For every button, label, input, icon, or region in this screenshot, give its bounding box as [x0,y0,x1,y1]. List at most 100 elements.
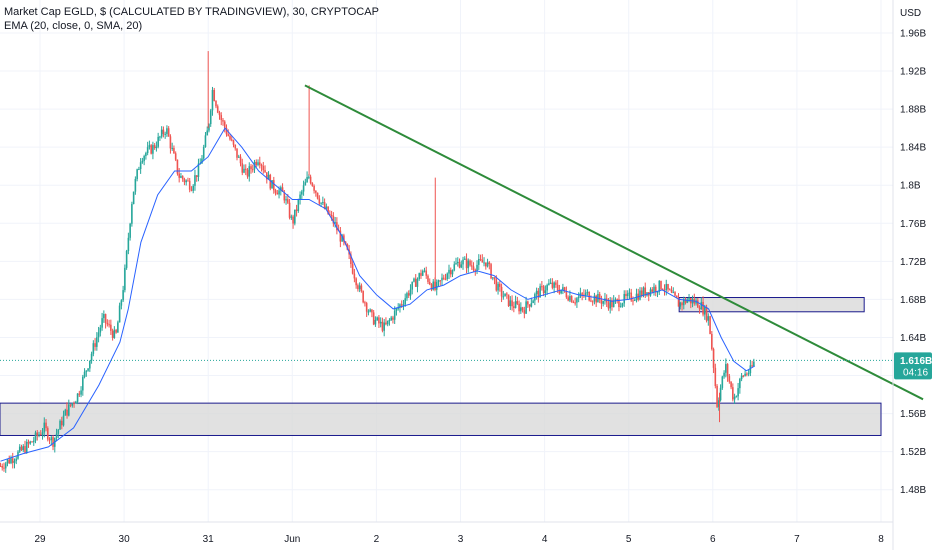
candle-body [612,300,615,308]
candle-body [362,291,364,303]
candle-body [239,156,242,164]
candle-body [173,147,175,154]
candle-body [132,191,135,205]
candle-body [402,304,405,306]
candle-body [390,317,392,321]
candle-body [227,134,230,136]
candle-body [399,304,401,308]
candle-body [325,206,328,209]
candle-body [553,282,555,288]
candle-body [644,287,647,296]
candle-body [339,230,342,242]
candle-body [178,173,180,178]
candle-body [115,329,117,333]
candle-body [155,146,158,149]
candle-body [611,300,613,308]
candle-body [138,169,140,171]
zone-rect [0,402,882,436]
candle-body [202,146,205,159]
candle-body [89,360,91,369]
candle-body [244,168,247,170]
candle-body [705,307,708,321]
candle-body [563,287,566,292]
candle-body [470,265,473,267]
candle-body [670,289,673,293]
candle-body [525,301,527,314]
candle-body [148,145,151,148]
candle-body [295,209,298,211]
time-tick-label: 29 [34,534,46,545]
candle-body [69,404,72,406]
candle-body [640,290,643,296]
candle-body [290,216,293,218]
candle-body [570,296,573,303]
candle-body [407,293,410,296]
candle-body [11,458,14,463]
candle-body [455,263,457,265]
candle-body [371,309,373,313]
candle-body [411,281,414,290]
time-tick-label: 7 [794,534,800,545]
candle-body [376,317,378,320]
candle-body [746,373,748,375]
candle-body [350,254,352,265]
candle-body [96,337,98,347]
candle-body [320,202,322,204]
candle-body [52,437,54,447]
support-resistance-zones [0,297,882,436]
candle-body [25,441,28,453]
candle-body [707,316,710,321]
candle-body [374,319,377,325]
candle-body [404,298,407,305]
candle-body [111,330,114,338]
candle-body [642,287,645,296]
candle-body [721,376,724,388]
candle-body [153,145,156,149]
candle-body [541,286,543,288]
candle-body [555,282,557,285]
time-tick-label: 2 [374,534,380,545]
candle-body [649,289,652,296]
candle-body [260,164,263,167]
candle-body [381,321,384,331]
candle-body [318,198,321,204]
candle-body [507,294,510,306]
candle-body [516,301,519,304]
candle-body [379,321,382,324]
candle-body [626,293,629,297]
price-tick-label: 1.76B [900,219,926,230]
candle-body [742,375,745,377]
candle-body [714,367,717,387]
candle-body [143,156,145,161]
time-tick-label: 30 [119,534,131,545]
candle-body [48,439,51,441]
candle-body [222,120,224,122]
candle-body [562,287,564,291]
candle-body [302,185,305,192]
candle-body [744,373,746,376]
candle-body [607,302,610,309]
candle-body [206,130,209,136]
candle-body [129,223,131,238]
candle-body [618,299,620,308]
candle-body [609,300,611,309]
candle-body [388,320,391,322]
candle-body [294,209,296,224]
candle-body [523,310,526,314]
candle-body [633,300,636,302]
candle-body [628,292,631,294]
candle-body [301,191,303,195]
candle-body [500,286,503,297]
candle-body [479,259,482,261]
candle-body [120,300,123,306]
candle-body [288,202,291,218]
time-tick-label: 31 [203,534,215,545]
candle-body [220,115,223,121]
candle-body [236,148,238,158]
candle-body [332,215,335,224]
candle-body [94,343,96,347]
candle-body [3,467,5,469]
